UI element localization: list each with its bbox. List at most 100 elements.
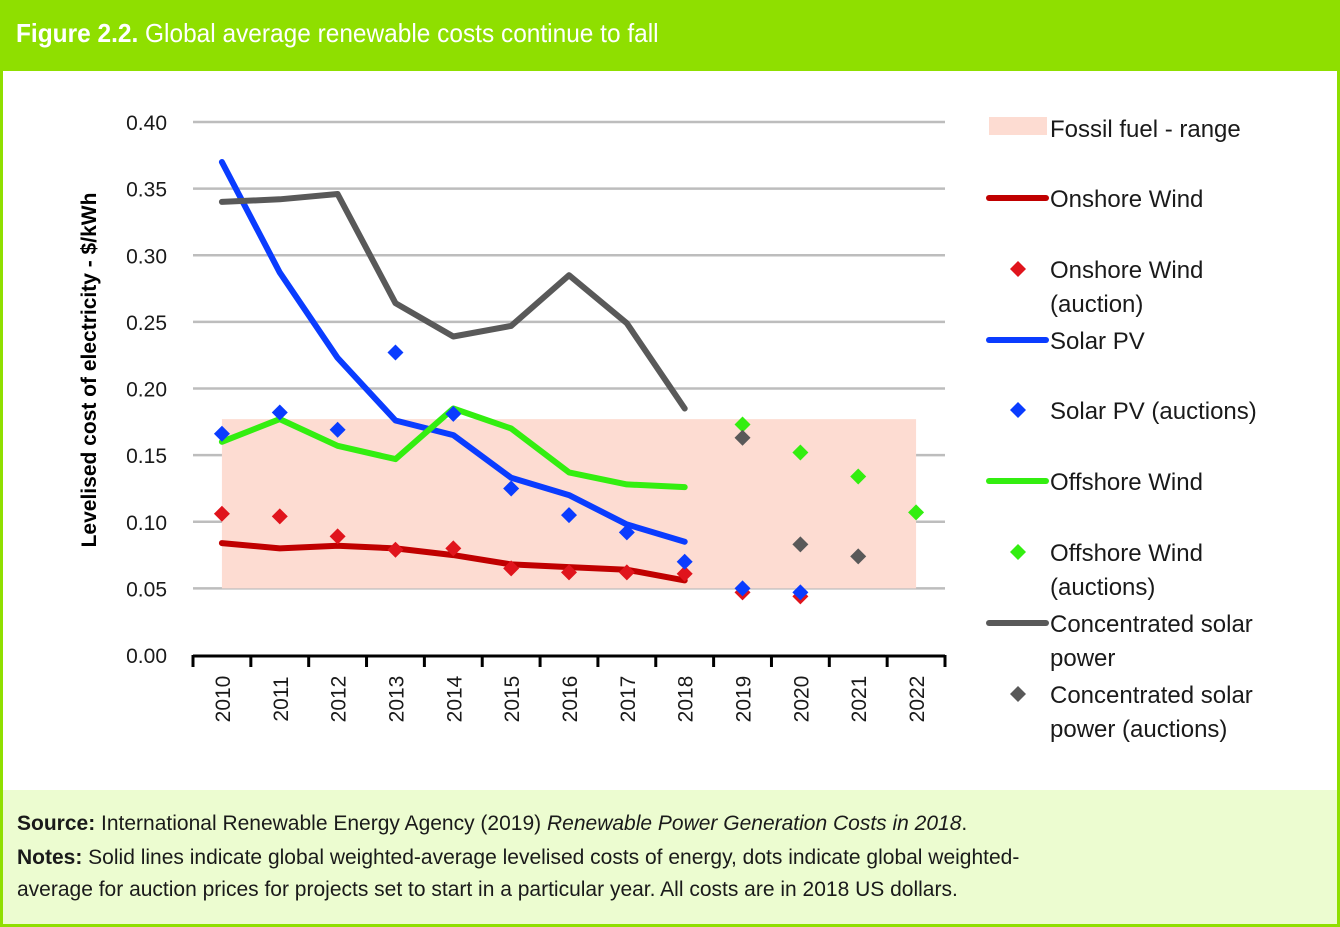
notes-panel: Source: International Renewable Energy A… xyxy=(3,790,1337,924)
legend-item: Offshore Wind (auctions) xyxy=(1010,540,1203,601)
x-tick-label: 2010 xyxy=(212,676,235,723)
y-axis-label: Levelised cost of electricity - $/kWh xyxy=(78,193,101,548)
marker-onshore-wind-auction xyxy=(213,505,230,522)
legend-label: Offshore Wind xyxy=(1050,469,1203,496)
figure-title: Figure 2.2. Global average renewable cos… xyxy=(16,18,659,49)
y-tick-label: 0.40 xyxy=(126,112,167,135)
source-line: Source: International Renewable Energy A… xyxy=(17,812,967,836)
figure-header: Figure 2.2. Global average renewable cos… xyxy=(0,0,1340,71)
marker-onshore-wind-auction xyxy=(387,541,404,558)
marker-solar-pv-auctions xyxy=(213,425,230,442)
legend-item: Fossil fuel - range xyxy=(989,116,1241,143)
x-tick-label: 2022 xyxy=(906,676,929,723)
y-tick-label: 0.10 xyxy=(126,512,167,535)
legend-swatch-marker xyxy=(1010,544,1026,560)
x-tick-label: 2011 xyxy=(270,676,293,721)
legend-label: Solar PV xyxy=(1050,328,1145,355)
legend-label: Concentrated solar xyxy=(1050,682,1253,709)
y-tick-labels: 0.00 0.05 0.10 0.15 0.20 0.25 0.30 0.35 0.40 xyxy=(126,112,167,668)
y-tick-label: 0.25 xyxy=(126,312,167,335)
x-tick-label: 2015 xyxy=(501,676,524,723)
marker-solar-pv-auctions xyxy=(676,553,693,570)
marker-onshore-wind-auction xyxy=(503,560,520,577)
y-tick-label: 0.15 xyxy=(126,445,167,468)
legend-swatch-band xyxy=(989,117,1047,135)
legend-label: Onshore Wind xyxy=(1050,186,1203,213)
notes-label: Notes: xyxy=(17,846,83,869)
x-tick-label: 2014 xyxy=(443,675,466,722)
legend-swatch-marker xyxy=(1010,261,1026,277)
legend-label: (auction) xyxy=(1050,291,1143,318)
source-end: . xyxy=(961,812,968,835)
fossil-range-rect xyxy=(221,419,917,589)
legend-label: Offshore Wind xyxy=(1050,540,1203,567)
marker-solar-pv-auctions xyxy=(271,404,288,421)
legend-item: Offshore Wind xyxy=(986,469,1203,496)
x-tick-label: 2020 xyxy=(790,676,813,723)
marker-onshore-wind-auction xyxy=(271,508,288,525)
notes-line-1: Notes: Solid lines indicate global weigh… xyxy=(17,846,1019,870)
legend-swatch-marker xyxy=(1010,686,1026,702)
source-label: Source: xyxy=(17,812,96,835)
legend-label: Fossil fuel - range xyxy=(1050,116,1241,143)
marker-solar-pv-auctions xyxy=(618,524,635,541)
notes-text-1: Solid lines indicate global weighted-ave… xyxy=(82,846,1020,869)
marker-concentrated-solar-power-auctions xyxy=(734,429,751,446)
y-tick-label: 0.35 xyxy=(126,179,167,202)
marker-solar-pv-auctions xyxy=(561,507,577,524)
fossil-range-band xyxy=(221,419,917,589)
legend-swatch-marker xyxy=(1010,402,1026,418)
x-tick-label: 2017 xyxy=(617,676,640,723)
legend-item: Concentrated solar power xyxy=(986,611,1253,672)
marker-solar-pv-auctions xyxy=(329,421,346,438)
figure-label: Figure 2.2. xyxy=(16,18,139,48)
source-text: International Renewable Energy Agency (2… xyxy=(95,812,547,835)
x-tick-label: 2019 xyxy=(733,676,756,723)
figure-title-text: Global average renewable costs continue … xyxy=(138,18,659,48)
marker-onshore-wind-auction xyxy=(561,564,577,581)
line-solar-pv xyxy=(218,159,688,545)
legend-label: Concentrated solar xyxy=(1050,611,1253,638)
legend-label: (auctions) xyxy=(1050,574,1155,601)
x-tick-labels: 2010 2011 2012 2013 2014 2015 2016 2017 2018 2019… xyxy=(212,675,929,722)
legend-item: Solar PV xyxy=(986,328,1145,355)
chart: 0.00 0.05 0.10 0.15 0.20 0.25 0.30 0.35 0.40 201… xyxy=(78,112,1257,743)
x-tick-label: 2018 xyxy=(675,676,698,723)
marker-onshore-wind-auction xyxy=(445,540,462,557)
marker-solar-pv-auctions xyxy=(445,405,462,422)
marker-offshore-wind-auctions xyxy=(850,468,867,485)
marker-onshore-wind-auction xyxy=(676,565,693,582)
marker-onshore-wind-auction xyxy=(329,528,346,545)
source-title: Renewable Power Generation Costs in 2018 xyxy=(546,812,962,835)
y-tick-label: 0.30 xyxy=(126,245,167,268)
legend-label: power (auctions) xyxy=(1050,716,1227,743)
y-tick-label: 0.05 xyxy=(126,578,167,601)
legend-label: Onshore Wind xyxy=(1050,257,1203,284)
axes xyxy=(191,654,947,667)
x-tick-label: 2016 xyxy=(559,676,582,723)
marker-solar-pv-auctions xyxy=(387,344,404,361)
notes-line-2: average for auction prices for projects … xyxy=(17,878,958,901)
x-tick-label: 2021 xyxy=(848,676,871,723)
legend-item: Concentrated solar power (auctions) xyxy=(1010,682,1253,743)
marker-offshore-wind-auctions xyxy=(908,504,925,521)
legend-item: Onshore Wind xyxy=(986,186,1203,213)
marker-solar-pv-auctions xyxy=(734,580,751,597)
line-concentrated-solar-power xyxy=(218,191,688,412)
series-markers xyxy=(213,344,925,605)
legend-label: Solar PV (auctions) xyxy=(1050,398,1257,425)
marker-solar-pv-auctions xyxy=(792,584,809,601)
x-tick-label: 2013 xyxy=(385,676,408,723)
x-tick-label: 2012 xyxy=(328,676,351,723)
marker-concentrated-solar-power-auctions xyxy=(850,548,867,565)
legend-item: Onshore Wind (auction) xyxy=(1010,257,1203,318)
marker-solar-pv-auctions xyxy=(503,480,520,497)
marker-onshore-wind-auction xyxy=(618,564,635,581)
marker-offshore-wind-auctions xyxy=(734,416,751,433)
legend-item: Solar PV (auctions) xyxy=(1010,398,1257,425)
marker-concentrated-solar-power-auctions xyxy=(792,536,809,553)
y-tick-label: 0.20 xyxy=(126,379,167,402)
y-tick-label: 0.00 xyxy=(126,645,167,668)
legend-label: power xyxy=(1050,645,1115,672)
